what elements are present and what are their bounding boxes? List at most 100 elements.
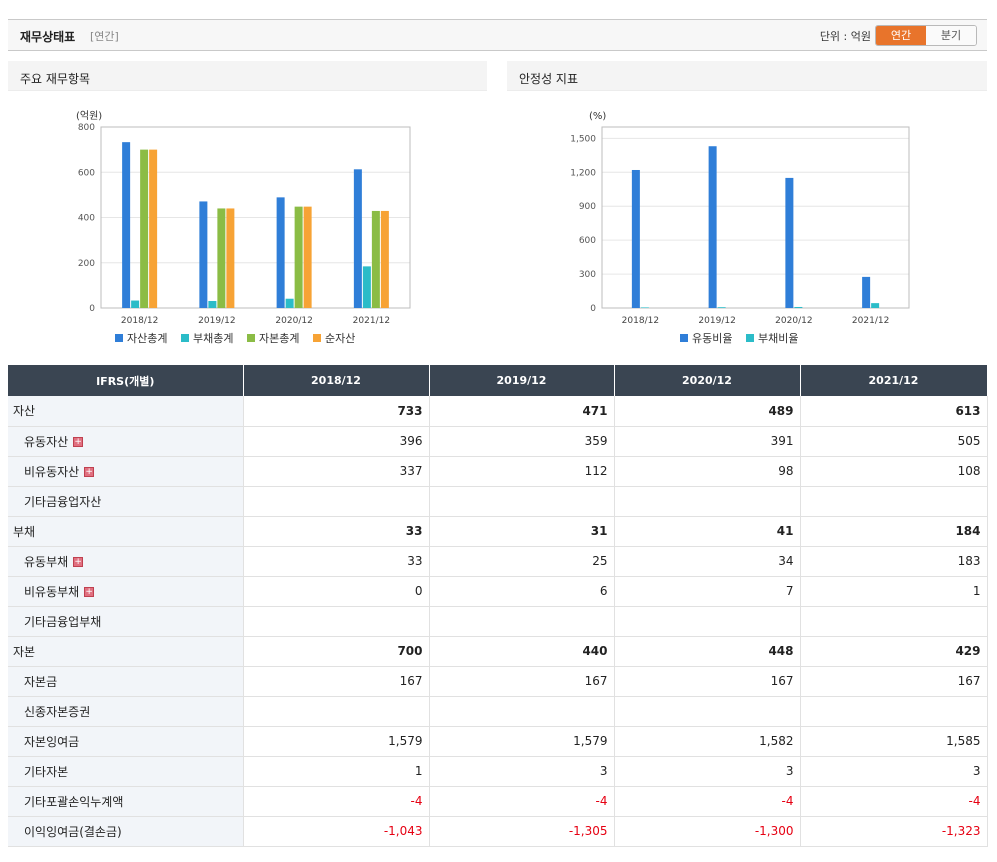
table-cell: [614, 486, 801, 517]
bar[interactable]: [208, 300, 217, 308]
table-cell: 183: [800, 546, 988, 577]
bar[interactable]: [371, 210, 380, 308]
table-cell: 184: [800, 516, 988, 547]
table-row: 기타포괄손익누계액 -4 -4 -4 -4: [8, 786, 988, 817]
bar[interactable]: [785, 177, 794, 308]
legend-label[interactable]: 자본총계: [259, 332, 299, 345]
bar[interactable]: [122, 142, 131, 308]
bar[interactable]: [285, 298, 294, 308]
table-cell: -4: [243, 786, 430, 817]
table-cell: [614, 606, 801, 637]
row-label-text: 기타금융업부채: [24, 614, 102, 629]
row-label: 비유동자산 +: [8, 456, 244, 487]
table-cell: 1,579: [243, 726, 430, 757]
table-cell: 6: [429, 576, 615, 607]
bar[interactable]: [640, 307, 649, 308]
row-label-text: 유동자산: [24, 434, 69, 449]
plot-frame: [601, 126, 910, 309]
bar[interactable]: [717, 307, 726, 308]
annual-toggle-button[interactable]: 연간: [876, 26, 926, 45]
bar[interactable]: [353, 169, 362, 308]
x-tick-label: 2020/12: [775, 316, 812, 326]
table-cell: 613: [800, 396, 988, 427]
bar[interactable]: [149, 149, 158, 308]
table-cell: 1,582: [614, 726, 801, 757]
legend-label[interactable]: 부채총계: [193, 332, 233, 345]
legend-label[interactable]: 부채비율: [758, 332, 798, 345]
bar[interactable]: [140, 149, 149, 308]
bar[interactable]: [708, 146, 717, 308]
bar[interactable]: [226, 208, 235, 308]
table-cell: 3: [429, 756, 615, 787]
row-label: 비유동부채 +: [8, 576, 244, 607]
row-label-text: 기타금융업자산: [24, 494, 102, 509]
bar[interactable]: [294, 206, 303, 308]
row-label-text: 기타포괄손익누계액: [24, 794, 124, 809]
expand-icon[interactable]: +: [73, 437, 84, 447]
row-label: 자본금: [8, 666, 244, 697]
table-cell: 337: [243, 456, 430, 487]
bar[interactable]: [362, 266, 371, 308]
unit-label: 단위 : 억원: [819, 30, 871, 43]
bar[interactable]: [131, 300, 140, 308]
table-cell: -4: [800, 786, 988, 817]
balance-sheet-table: IFRS(개별) 2018/12 2019/12 2020/12 2021/12…: [8, 365, 988, 847]
row-label: 기타포괄손익누계액: [8, 786, 244, 817]
row-label-text: 기타자본: [24, 764, 69, 779]
row-label-text: 비유동부채: [24, 584, 80, 599]
table-cell: 471: [429, 396, 615, 427]
legend-label[interactable]: 자산총계: [127, 332, 167, 345]
y-tick-label: 1,200: [570, 168, 596, 178]
table-cell: [800, 696, 988, 727]
row-label-text: 유동부채: [24, 554, 69, 569]
key-items-chart: (억원) 0 200 400 600 800 2018/12 2019/12 2020/12 20…: [76, 110, 411, 345]
row-label: 자본잉여금: [8, 726, 244, 757]
bar[interactable]: [303, 206, 312, 308]
table-row: 기타자본 1 3 3 3: [8, 756, 988, 787]
table-cell: 112: [429, 456, 615, 487]
bar[interactable]: [217, 208, 226, 308]
legend-label[interactable]: 순자산: [325, 332, 355, 345]
stability-panel: 안정성 지표 (%) 0 300 600 900 1,200 1,500 2018/12 201…: [507, 61, 987, 361]
unit-label: (%): [589, 111, 606, 122]
expand-icon[interactable]: +: [84, 467, 95, 477]
row-label: 자산: [8, 396, 244, 427]
row-label-text: 비유동자산: [24, 464, 80, 479]
bar[interactable]: [276, 197, 285, 308]
row-label: 부채: [8, 516, 244, 547]
table-row: 비유동자산 +337 112 98 108: [8, 456, 988, 487]
table-cell: 359: [429, 426, 615, 457]
table-row: 유동부채 +33 25 34 183: [8, 546, 988, 577]
table-cell: 440: [429, 636, 615, 667]
table-cell: 3: [614, 756, 801, 787]
y-tick-label: 1,500: [570, 134, 596, 144]
table-cell: 41: [614, 516, 801, 547]
table-cell: 33: [243, 516, 430, 547]
expand-icon[interactable]: +: [84, 587, 95, 597]
quarterly-toggle-button[interactable]: 분기: [926, 26, 976, 45]
table-cell: [243, 606, 430, 637]
plot-frame: [100, 126, 411, 309]
table-cell: [243, 696, 430, 727]
table-row: 자본금 167 167 167 167: [8, 666, 988, 697]
bar[interactable]: [631, 169, 640, 308]
y-tick-label: 400: [78, 214, 95, 224]
bar[interactable]: [199, 201, 208, 308]
expand-icon[interactable]: +: [73, 557, 84, 567]
table-cell: 25: [429, 546, 615, 577]
x-tick-label: 2019/12: [198, 316, 235, 326]
bar[interactable]: [380, 210, 389, 308]
y-tick-label: 600: [579, 236, 596, 246]
bar[interactable]: [862, 276, 871, 308]
bar[interactable]: [871, 303, 880, 308]
key-items-panel-title: 주요 재무항목: [8, 61, 487, 91]
y-tick-label: 0: [590, 304, 596, 314]
table-cell: 396: [243, 426, 430, 457]
legend-label[interactable]: 유동비율: [692, 332, 732, 345]
bar[interactable]: [794, 306, 803, 308]
x-tick-label: 2019/12: [698, 316, 735, 326]
row-label: 유동자산 +: [8, 426, 244, 457]
table-cell: 0: [243, 576, 430, 607]
table-row: 유동자산 +396 359 391 505: [8, 426, 988, 457]
x-tick-label: 2018/12: [121, 316, 158, 326]
